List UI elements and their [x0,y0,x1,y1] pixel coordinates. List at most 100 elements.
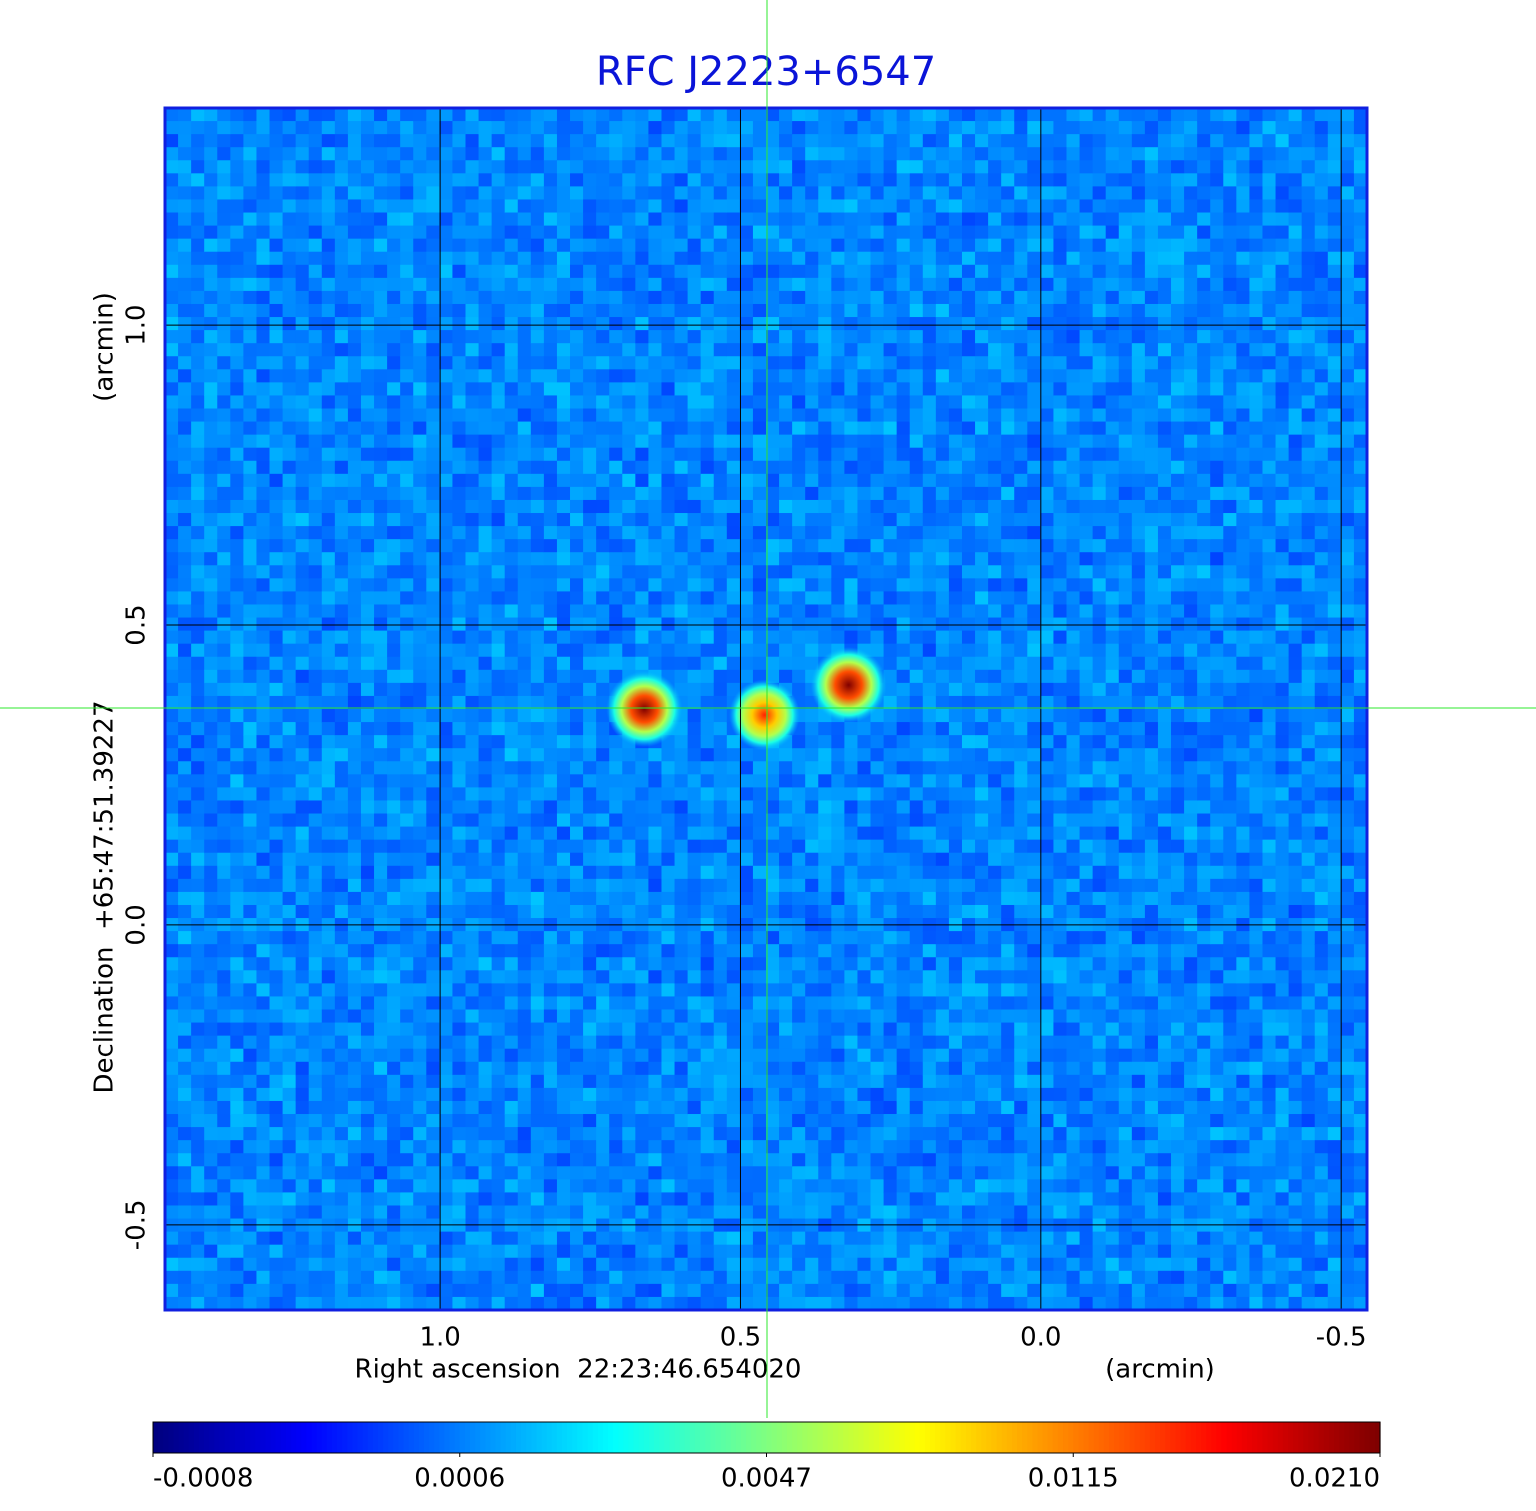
colorbar-slice [679,1422,686,1453]
colorbar-slice [1339,1422,1345,1453]
colorbar-slice [1241,1422,1248,1453]
colorbar-slice [817,1422,824,1453]
colorbar-slice [1185,1422,1192,1453]
colorbar-slice [853,1422,860,1453]
colorbar-slice [270,1422,277,1453]
colorbar-slice [838,1422,844,1453]
colorbar-slice [1308,1422,1315,1453]
colorbar-slice [280,1422,287,1453]
colorbar-slice [643,1422,650,1453]
colorbar-slice [347,1422,353,1453]
colorbar-slice [331,1422,338,1453]
colorbar-slice [664,1422,670,1453]
colorbar-slice [398,1422,405,1453]
colorbar-slice [1247,1422,1253,1453]
colorbar-slice [1160,1422,1166,1453]
colorbar-slice [812,1422,819,1453]
colorbar-slice [429,1422,435,1453]
colorbar-slice [868,1422,875,1453]
colorbar-slice [393,1422,399,1453]
colorbar-slice [1037,1422,1044,1453]
colorbar-slice [976,1422,982,1453]
colorbar-slice [1083,1422,1090,1453]
colorbar-slice [914,1422,921,1453]
source [729,679,800,751]
colorbar-slice [904,1422,911,1453]
x-tick-label: -0.5 [1316,1323,1367,1353]
colorbar-slice [1093,1422,1100,1453]
colorbar-slice [1109,1422,1115,1453]
colorbar-slice [219,1422,226,1453]
colorbar-slice [940,1422,947,1453]
colorbar-slice [158,1422,164,1453]
colorbar-slice [383,1422,389,1453]
colorbar-slice [1170,1422,1177,1453]
colorbar-slice [654,1422,660,1453]
colorbar-slice [265,1422,272,1453]
colorbar-slice [843,1422,849,1453]
colorbar-slice [1369,1422,1376,1453]
colorbar-slice [183,1422,190,1453]
colorbar-slice [199,1422,205,1453]
colorbar-slice [521,1422,527,1453]
colorbar-slice [689,1422,696,1453]
colorbar-slice [459,1422,466,1453]
colorbar-slice [1001,1422,1008,1453]
colorbar-slice [802,1422,808,1453]
colorbar-slice [1042,1422,1049,1453]
colorbar-slice [1267,1422,1274,1453]
colorbar-slice [408,1422,415,1453]
colorbar-slice [250,1422,256,1453]
colorbar-slice [1027,1422,1033,1453]
colorbar-slice [776,1422,783,1453]
colorbar-slice [1165,1422,1171,1453]
colorbar-slice [163,1422,169,1453]
colorbar-slice [153,1422,159,1453]
colorbar-slice [582,1422,589,1453]
colorbar-slice [1359,1422,1366,1453]
colorbar-slice [602,1422,609,1453]
image [165,108,1368,1311]
y-tick-label: 1.0 [122,304,152,345]
colorbar-slice [342,1422,348,1453]
colorbar-slice [1201,1422,1207,1453]
colorbar-slice [480,1422,486,1453]
colorbar-slice [965,1422,972,1453]
colorbar-slice [1155,1422,1161,1453]
colorbar-slice [1114,1422,1120,1453]
colorbar-slice [1129,1422,1136,1453]
colorbar-slice [715,1422,722,1453]
colorbar-slice [1303,1422,1310,1453]
colorbar-slice [1139,1422,1146,1453]
colorbar-slice [786,1422,793,1453]
colorbar-slice [515,1422,522,1453]
colorbar-slice [475,1422,481,1453]
colorbar-tick-label: 0.0047 [721,1464,812,1494]
colorbar-tick-label: -0.0008 [153,1464,253,1494]
colorbar-slice [551,1422,558,1453]
colorbar-slice [919,1422,926,1453]
colorbar-slice [720,1422,727,1453]
colorbar-slice [224,1422,231,1453]
colorbar-slice [1022,1422,1028,1453]
colorbar-slice [684,1422,691,1453]
colorbar-slice [562,1422,568,1453]
colorbar-slice [1262,1422,1269,1453]
colorbar-slice [285,1422,292,1453]
colorbar-slice [884,1422,890,1453]
colorbar-slice [1354,1422,1361,1453]
colorbar-slice [858,1422,865,1453]
colorbar-slice [1144,1422,1151,1453]
colorbar-slice [705,1422,711,1453]
colorbar-slice [1318,1422,1325,1453]
colorbar-slice [781,1422,788,1453]
colorbar-slice [567,1422,573,1453]
colorbar-slice [464,1422,471,1453]
colorbar-slice [541,1422,548,1453]
colorbar-slice [832,1422,839,1453]
colorbar-slice [878,1422,885,1453]
colorbar-slice [710,1422,716,1453]
colorbar-slice [1226,1422,1233,1453]
colorbar-slice [930,1422,936,1453]
